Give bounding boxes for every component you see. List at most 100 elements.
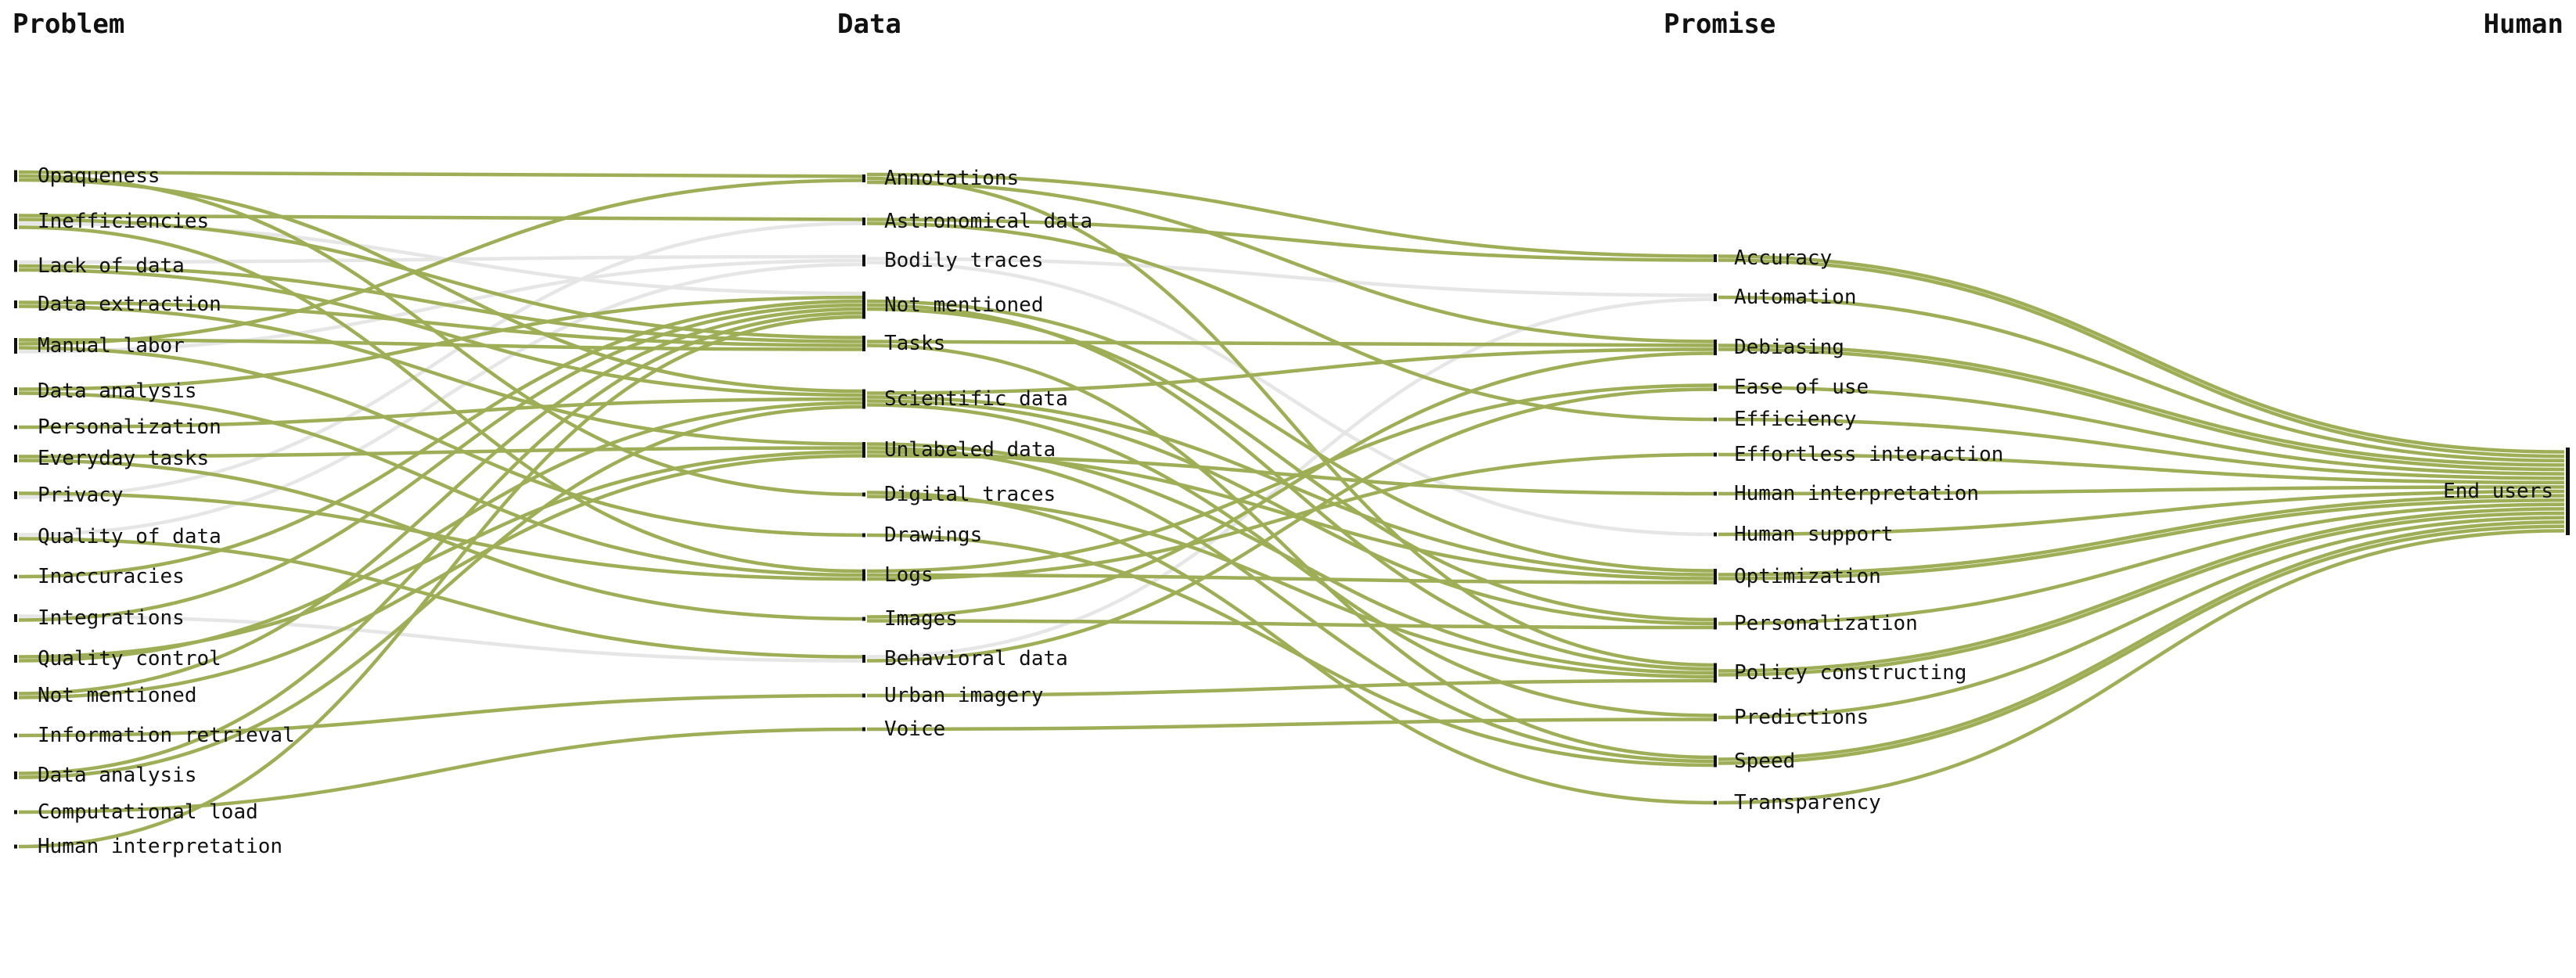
link-problem-15-to-data-3 <box>18 311 863 775</box>
link-problem-0-to-data-5 <box>18 178 863 394</box>
node-bar-promise-human-support <box>1714 532 1717 537</box>
node-bar-problem-personalization <box>14 425 17 430</box>
link-data-7-to-promise-13 <box>866 491 1714 805</box>
node-label-promise-efficiency: Efficiency <box>1734 408 1857 431</box>
link-data-2-to-promise-1 <box>866 257 1714 297</box>
node-bar-problem-everyday-tasks <box>14 455 17 462</box>
link-problem-4-to-data-8 <box>18 346 863 538</box>
link-promise-6-to-human-0 <box>1718 485 2565 496</box>
link-data-6-to-promise-12 <box>866 446 1714 764</box>
node-label-problem-opaqueness: Opaqueness <box>38 164 160 188</box>
node-bar-problem-integrations <box>14 614 17 622</box>
node-label-promise-accuracy: Accuracy <box>1734 246 1832 270</box>
link-problem-3-to-data-4 <box>18 300 863 347</box>
node-bar-data-scientific-data <box>862 389 865 409</box>
node-bar-problem-quality-control <box>14 655 17 663</box>
link-problem-1-to-data-9 <box>18 225 863 573</box>
node-label-problem-data-analysis: Data analysis <box>38 764 197 787</box>
node-bar-data-drawings <box>862 533 865 538</box>
node-label-problem-human-interpretation: Human interpretation <box>38 835 282 858</box>
node-label-problem-data-extraction: Data extraction <box>38 293 221 316</box>
link-problem-6-to-data-5 <box>18 397 863 430</box>
link-problem-8-to-data-1 <box>18 221 863 499</box>
link-data-10-to-promise-2 <box>866 351 1714 619</box>
link-problem-2-to-data-2 <box>18 254 863 264</box>
link-problem-7-to-data-10 <box>18 458 863 621</box>
link-promise-10-to-human-0 <box>1718 511 2565 677</box>
node-label-data-annotations: Annotations <box>884 167 1019 190</box>
link-data-1-to-promise-0 <box>866 218 1714 262</box>
node-label-data-drawings: Drawings <box>884 523 982 547</box>
node-label-data-bodily-traces: Bodily traces <box>884 249 1044 272</box>
link-problem-17-to-data-3 <box>18 315 863 849</box>
link-data-4-to-promise-2 <box>866 340 1714 347</box>
link-problem-15-to-data-5 <box>18 405 863 779</box>
link-data-3-to-promise-9 <box>866 307 1714 622</box>
link-data-8-to-promise-12 <box>866 533 1714 768</box>
link-data-1-to-promise-4 <box>866 221 1714 422</box>
node-bar-problem-information-retrieval <box>14 733 17 738</box>
node-label-promise-debiasing: Debiasing <box>1734 336 1844 359</box>
node-bar-promise-accuracy <box>1714 254 1717 262</box>
node-bar-problem-manual-labor <box>14 338 17 354</box>
node-label-problem-quality-control: Quality control <box>38 647 221 671</box>
node-bar-promise-ease-of-use <box>1714 383 1717 391</box>
node-label-promise-ease-of-use: Ease of use <box>1734 376 1869 399</box>
node-bar-data-digital-traces <box>862 492 865 497</box>
node-label-data-voice: Voice <box>884 717 945 741</box>
node-bar-promise-effortless-interaction <box>1714 452 1717 457</box>
node-label-data-images: Images <box>884 607 958 631</box>
node-label-problem-lack-of-data: Lack of data <box>38 254 185 278</box>
link-problem-8-to-data-9 <box>18 491 863 581</box>
node-label-data-behavioral-data: Behavioral data <box>884 647 1068 671</box>
link-promise-0-to-human-0 <box>1718 254 2565 454</box>
link-problem-13-to-data-3 <box>18 307 863 696</box>
link-problem-12-to-data-5 <box>18 401 863 663</box>
link-promise-12-to-human-0 <box>1718 520 2565 761</box>
node-label-data-digital-traces: Digital traces <box>884 483 1056 506</box>
node-bar-data-images <box>862 617 865 621</box>
link-problem-13-to-data-6 <box>18 454 863 699</box>
link-problem-0-to-data-0 <box>18 170 863 178</box>
node-bar-data-behavioral-data <box>862 655 865 663</box>
node-label-problem-inefficiencies: Inefficiencies <box>38 210 209 233</box>
column-header-promise: Promise <box>1664 9 1775 40</box>
node-bar-human-end-users <box>2566 448 2570 535</box>
node-bar-problem-inefficiencies <box>14 214 17 229</box>
link-data-0-to-promise-10 <box>866 176 1714 667</box>
link-problem-2-to-data-5 <box>18 268 863 397</box>
link-promise-7-to-human-0 <box>1718 489 2565 537</box>
link-data-9-to-promise-5 <box>866 452 1714 581</box>
link-data-5-to-promise-9 <box>866 399 1714 626</box>
link-data-5-to-promise-2 <box>866 347 1714 395</box>
link-data-9-to-promise-3 <box>866 383 1714 573</box>
link-problem-11-to-data-3 <box>18 303 863 622</box>
node-label-data-scientific-data: Scientific data <box>884 387 1068 411</box>
link-promise-2-to-human-0 <box>1718 343 2565 467</box>
link-data-10-to-promise-9 <box>866 619 1714 630</box>
link-data-3-to-promise-8 <box>866 299 1714 573</box>
node-bar-problem-computational-load <box>14 810 17 814</box>
node-bar-promise-human-interpretation <box>1714 491 1717 496</box>
node-label-promise-personalization: Personalization <box>1734 612 1918 635</box>
link-data-2-to-promise-7 <box>866 261 1714 537</box>
node-bar-problem-data-extraction <box>14 300 17 308</box>
column-header-problem: Problem <box>13 9 124 40</box>
link-problem-3-to-data-6 <box>18 304 863 446</box>
column-header-human: Human <box>2484 9 2563 40</box>
link-data-13-to-promise-11 <box>866 717 1714 732</box>
link-problem-16-to-data-13 <box>18 727 863 814</box>
node-bar-problem-opaqueness <box>14 170 17 182</box>
node-label-problem-personalization: Personalization <box>38 415 221 439</box>
link-promise-5-to-human-0 <box>1718 452 2565 485</box>
nodes-layer: Opaqueness Inefficiencies Lack of data Data… <box>14 164 2570 858</box>
node-label-promise-transparency: Transparency <box>1734 791 1881 814</box>
link-problem-11-to-data-11 <box>18 614 863 663</box>
link-problem-4-to-data-0 <box>18 178 863 346</box>
node-label-human-end-users: End users <box>2443 480 2553 503</box>
link-promise-8-to-human-0 <box>1718 494 2565 577</box>
column-header-data: Data <box>837 9 901 40</box>
node-label-problem-information-retrieval: Information retrieval <box>38 724 295 747</box>
node-label-problem-quality-of-data: Quality of data <box>38 525 221 548</box>
